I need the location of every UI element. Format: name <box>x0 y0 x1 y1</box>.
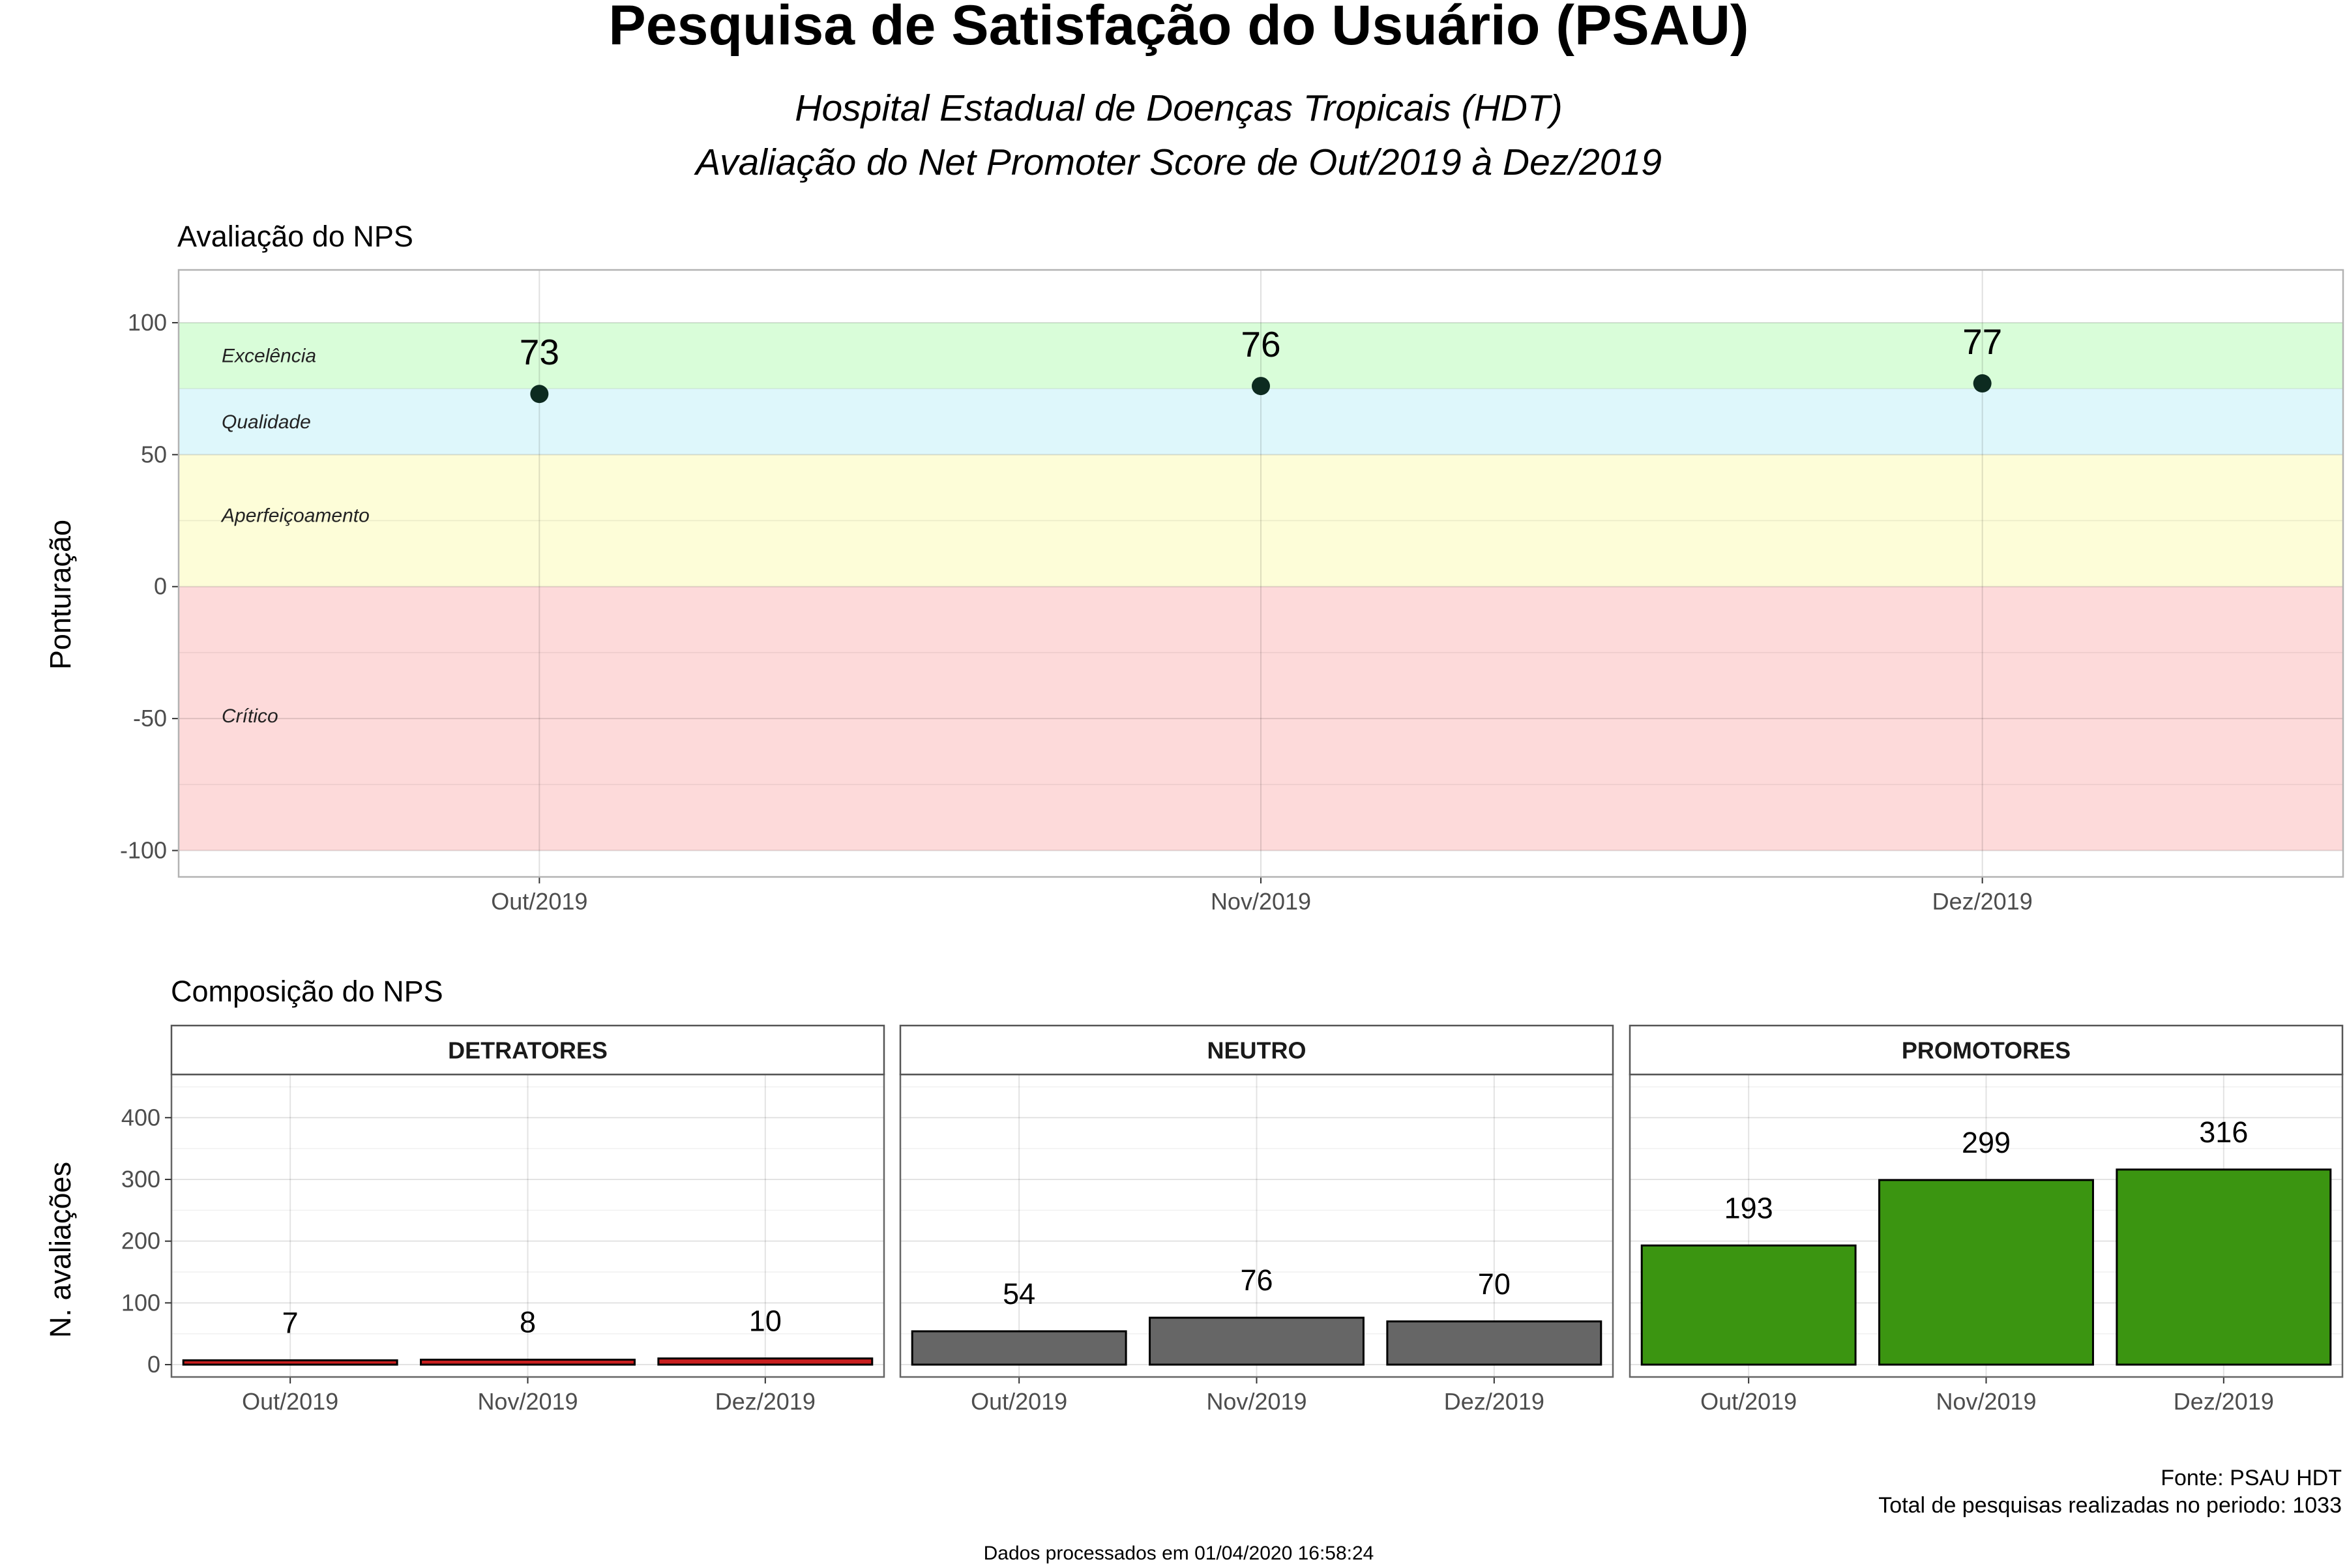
nps-zone-band-3 <box>179 454 2343 587</box>
nps-panel-border <box>177 269 2344 878</box>
neutro-bar <box>1149 1316 1365 1366</box>
detratores-bar-label: 8 <box>520 1305 536 1339</box>
processed-date-footnote: Dados processados em 01/04/2020 16:58:24 <box>984 1543 1374 1564</box>
detratores-x-tick-label: Nov/2019 <box>477 1388 578 1415</box>
nps-y-tick-label: 0 <box>154 573 167 600</box>
nps-zone-label: Excelência <box>222 346 316 367</box>
chart-subtitle-2: Avaliação do Net Promoter Score de Out/2… <box>694 141 1662 183</box>
nps-x-tick-label: Dez/2019 <box>1932 888 2033 915</box>
neutro-strip <box>899 1024 1614 1076</box>
neutro-strip-label: NEUTRO <box>1207 1037 1306 1064</box>
composition-y-tick-label: 400 <box>121 1104 160 1131</box>
detratores-bar-label: 10 <box>749 1305 782 1338</box>
neutro-bar <box>1386 1320 1602 1366</box>
neutro-bar-label: 70 <box>1478 1267 1511 1301</box>
detratores-strip-label: DETRATORES <box>448 1037 608 1064</box>
promotores-bar <box>1640 1244 1857 1366</box>
composition-y-axis-label: N. avaliações <box>44 1162 77 1338</box>
nps-point-label: 73 <box>520 332 559 372</box>
total-surveys-caption: Total de pesquisas realizadas no periodo… <box>1878 1493 2342 1518</box>
detratores-panel-background <box>171 1074 884 1377</box>
nps-x-tick-label: Out/2019 <box>491 888 587 915</box>
nps-x-tick-label: Nov/2019 <box>1211 888 1311 915</box>
composition-y-tick-label: 0 <box>147 1351 160 1378</box>
nps-zone-label: Aperfeiçoamento <box>220 505 370 526</box>
promotores-bar-label: 193 <box>1724 1191 1773 1224</box>
neutro-x-tick-label: Nov/2019 <box>1206 1388 1306 1415</box>
promotores-x-tick-label: Dez/2019 <box>2174 1388 2274 1415</box>
nps-point-label: 76 <box>1241 324 1280 364</box>
detratores-bar-label: 7 <box>282 1306 299 1339</box>
nps-y-tick-label: -50 <box>133 705 167 732</box>
nps-point <box>1973 374 1992 393</box>
nps-point-label: 77 <box>1962 321 2002 362</box>
chart-subtitle-1: Hospital Estadual de Doenças Tropicais (… <box>795 87 1562 129</box>
nps-y-axis-label: Ponturação <box>44 520 77 670</box>
promotores-bar-label: 299 <box>1962 1126 2011 1159</box>
detratores-strip <box>170 1024 885 1076</box>
composition-y-tick-label: 300 <box>121 1166 160 1192</box>
chart-title: Pesquisa de Satisfação do Usuário (PSAU) <box>608 0 1749 57</box>
nps-plot-panel: 100 50 0 -50 -100 Out/2019 Nov/2019 Dez/2019 Exc… <box>120 269 2344 915</box>
nps-panel-title: Avaliação do NPS <box>177 220 413 253</box>
nps-zone-label: Qualidade <box>222 411 311 433</box>
promotores-bar <box>2116 1168 2332 1366</box>
promotores-bar <box>1878 1179 2094 1366</box>
detratores-bar <box>657 1357 874 1366</box>
composition-panel-title: Composição do NPS <box>171 975 443 1008</box>
nps-y-tick-label: -100 <box>120 837 167 864</box>
promotores-x-tick-label: Out/2019 <box>1700 1388 1797 1415</box>
nps-zone-label: Crítico <box>222 705 278 727</box>
nps-zone-band-4 <box>179 586 2343 851</box>
neutro-bar <box>911 1330 1127 1366</box>
nps-y-tick-label: 100 <box>128 309 167 336</box>
detratores-bar <box>182 1359 398 1366</box>
composition-y-tick-label: 100 <box>121 1289 160 1316</box>
nps-point <box>530 385 549 404</box>
neutro-bar-label: 54 <box>1003 1277 1035 1310</box>
nps-y-tick-label: 50 <box>141 441 167 467</box>
source-caption: Fonte: PSAU HDT <box>2161 1466 2342 1490</box>
composition-y-tick-label: 200 <box>121 1228 160 1254</box>
detratores-bar <box>420 1358 636 1366</box>
neutro-x-tick-label: Dez/2019 <box>1444 1388 1544 1415</box>
neutro-bar-label: 76 <box>1240 1264 1273 1297</box>
nps-point <box>1252 377 1270 396</box>
detratores-x-tick-label: Dez/2019 <box>715 1388 816 1415</box>
promotores-strip <box>1629 1024 2344 1076</box>
detratores-x-tick-label: Out/2019 <box>242 1388 338 1415</box>
promotores-x-tick-label: Nov/2019 <box>1936 1388 2036 1415</box>
neutro-x-tick-label: Out/2019 <box>971 1388 1067 1415</box>
composition-plot-panel: 7 Out/2019 8 Nov/2019 10 Dez/2019 DETRATORES 54… <box>121 1024 2344 1415</box>
promotores-bar-label: 316 <box>2199 1116 2248 1149</box>
promotores-strip-label: PROMOTORES <box>1902 1037 2071 1064</box>
